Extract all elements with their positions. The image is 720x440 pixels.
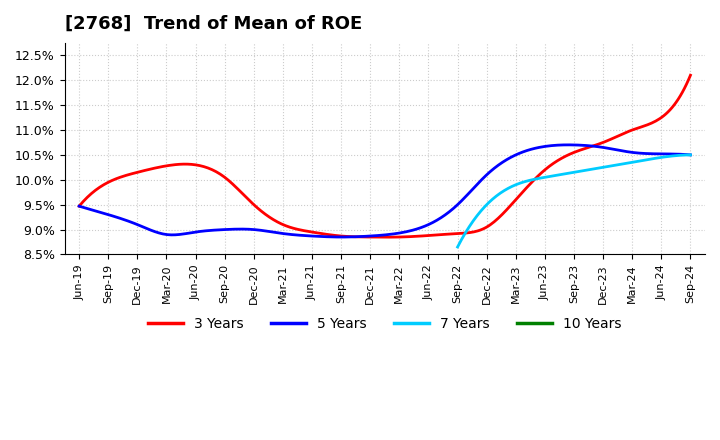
- Text: [2768]  Trend of Mean of ROE: [2768] Trend of Mean of ROE: [65, 15, 362, 33]
- Legend: 3 Years, 5 Years, 7 Years, 10 Years: 3 Years, 5 Years, 7 Years, 10 Years: [143, 311, 627, 336]
